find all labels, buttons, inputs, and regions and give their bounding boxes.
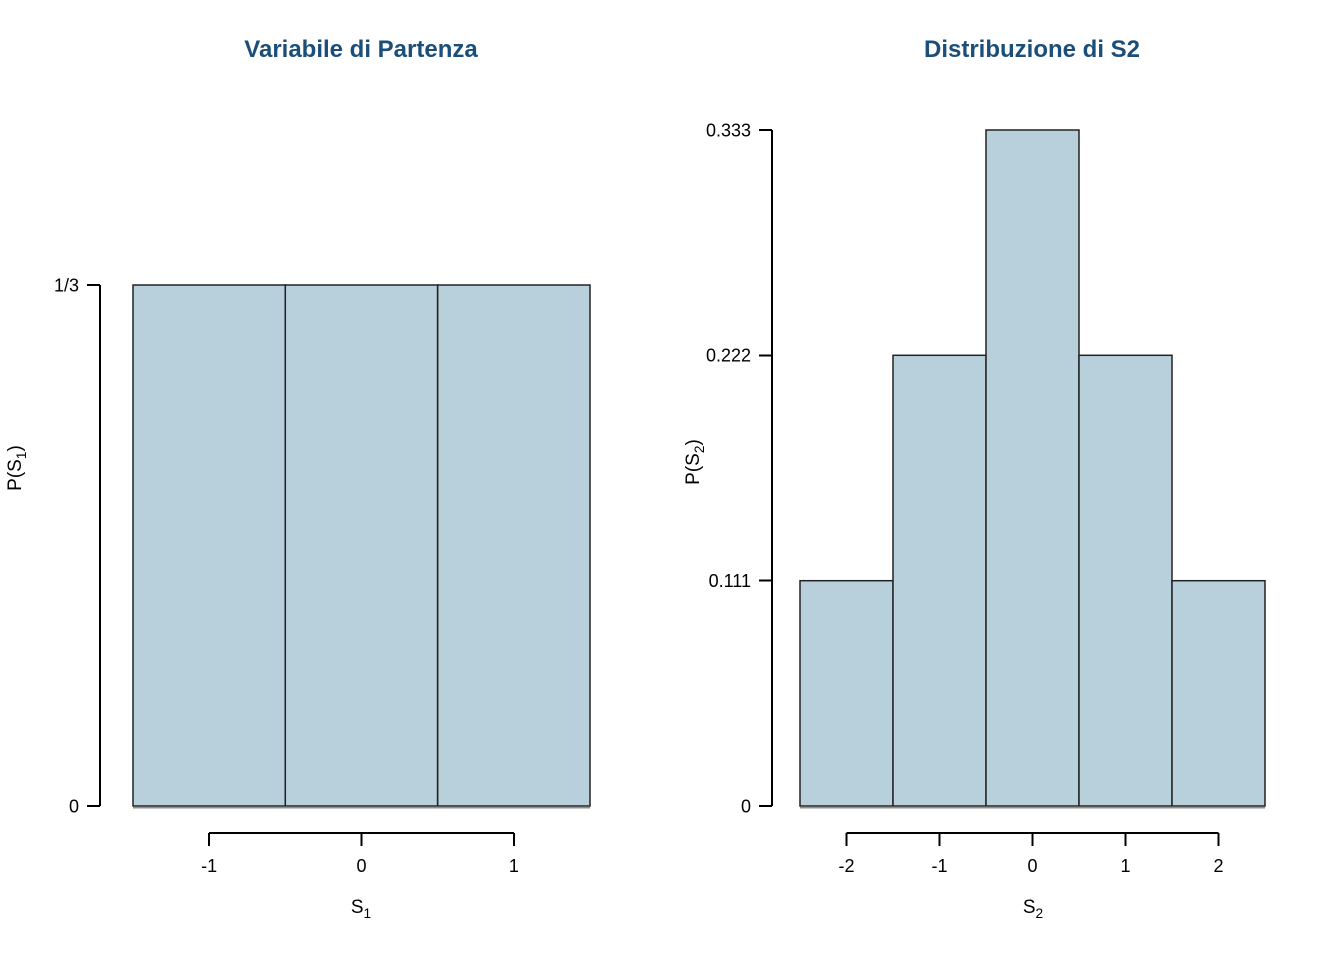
right-x-axis-label: S2: [1022, 897, 1044, 921]
right-chart-title: Distribuzione di S2: [923, 36, 1141, 63]
histogram-bar: [799, 579, 894, 807]
x-tick-label: -1: [201, 856, 217, 876]
left-x-axis-label: S1: [350, 897, 372, 921]
left-x-axis-label-pre: S: [350, 897, 364, 918]
x-tick-label: 0: [356, 856, 366, 876]
left-x-axis-label-sub: 1: [363, 905, 372, 921]
histogram-bar: [892, 354, 987, 807]
y-tick-label: 0.111: [709, 571, 751, 591]
x-tick-label: -2: [838, 856, 854, 876]
histogram-bar: [1171, 579, 1266, 807]
left-chart-panel: 0 1/3 -1 0 1: [54, 275, 591, 876]
x-tick-label: 1: [509, 856, 519, 876]
y-tick-label: 0.222: [706, 346, 751, 366]
left-y-axis-label-post: ): [5, 445, 26, 452]
right-y-axis-label-sub: 2: [691, 445, 707, 454]
x-tick-label: 1: [1120, 856, 1130, 876]
right-y-axis-label: P(S2): [683, 439, 707, 485]
y-tick-label: 0: [741, 796, 751, 816]
right-y-axis-label-pre: P(S: [683, 453, 704, 485]
left-y-axis-label-pre: P(S: [5, 459, 26, 491]
histogram-bar: [284, 284, 439, 807]
y-tick-label: 0: [69, 796, 79, 816]
histogram-bar: [985, 129, 1080, 807]
x-tick-label: 0: [1027, 856, 1037, 876]
histogram-bar: [436, 284, 591, 807]
left-y-axis-label-sub: 1: [13, 451, 29, 460]
x-tick-label: 2: [1213, 856, 1223, 876]
right-chart-panel: 0 0.111 0.222 0.333 -2 -1 0 1 2: [706, 120, 1266, 876]
histogram-bar: [1078, 354, 1173, 807]
histogram-bar: [132, 284, 287, 807]
right-x-axis-label-sub: 2: [1035, 905, 1044, 921]
right-x-axis-label-pre: S: [1022, 897, 1036, 918]
left-y-axis-label: P(S1): [5, 445, 29, 491]
left-chart-title: Variabile di Partenza: [244, 36, 478, 63]
right-y-axis-label-post: ): [683, 439, 704, 446]
y-tick-label: 1/3: [54, 275, 79, 295]
x-tick-label: -1: [931, 856, 947, 876]
y-tick-label: 0.333: [706, 120, 751, 140]
